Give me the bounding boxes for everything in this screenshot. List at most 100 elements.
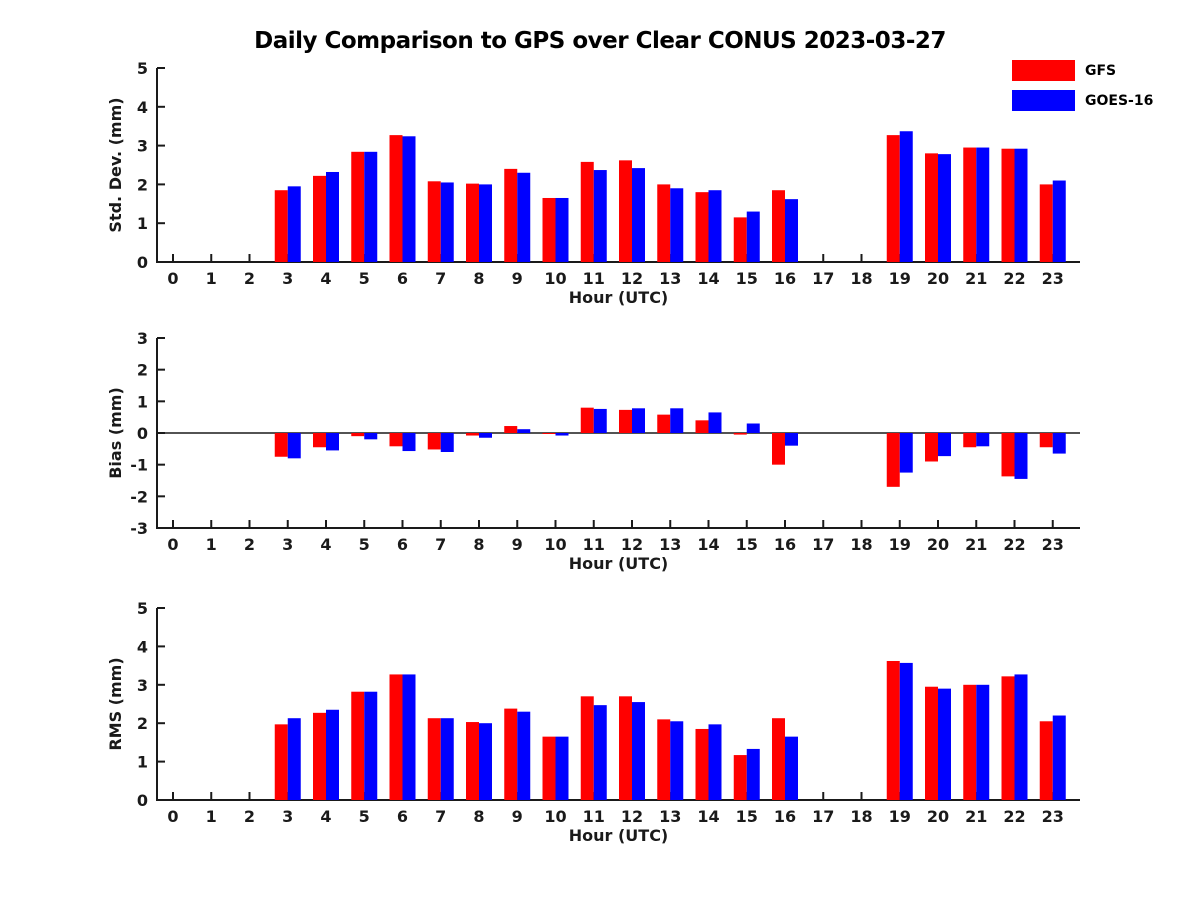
bar-goes-16-h4 bbox=[326, 171, 339, 262]
bar-gfs-h14 bbox=[695, 192, 709, 262]
bar-gfs-h20 bbox=[925, 153, 938, 262]
bar-goes-16-h6 bbox=[402, 674, 416, 800]
bar-goes-16-h9 bbox=[517, 711, 531, 800]
x-tick-label: 13 bbox=[659, 269, 681, 288]
x-tick-label: 5 bbox=[359, 535, 370, 554]
bar-goes-16-h7 bbox=[440, 433, 454, 452]
bar-goes-16-h22 bbox=[1014, 674, 1028, 800]
bar-gfs-h6 bbox=[389, 135, 403, 262]
bar-gfs-h20 bbox=[925, 686, 938, 800]
bar-gfs-h19 bbox=[886, 660, 900, 800]
y-axis-label: Std. Dev. (mm) bbox=[106, 97, 125, 232]
x-tick-label: 1 bbox=[206, 269, 217, 288]
x-tick-label: 7 bbox=[435, 535, 446, 554]
bar-goes-16-h14 bbox=[708, 724, 722, 800]
bar-goes-16-h10 bbox=[555, 197, 569, 262]
x-tick-label: 8 bbox=[473, 807, 484, 826]
x-tick-label: 10 bbox=[544, 535, 566, 554]
bar-goes-16-h21 bbox=[976, 147, 990, 262]
legend-item-goes16: GOES-16 bbox=[1012, 90, 1153, 111]
bar-goes-16-h3 bbox=[287, 186, 301, 262]
bar-gfs-h23 bbox=[1039, 184, 1053, 262]
bar-goes-16-h6 bbox=[402, 433, 416, 452]
x-tick-label: 5 bbox=[359, 807, 370, 826]
x-tick-label: 22 bbox=[1003, 807, 1025, 826]
bar-goes-16-h12 bbox=[632, 702, 645, 800]
x-tick-label: 19 bbox=[889, 269, 911, 288]
x-tick-label: 1 bbox=[206, 807, 217, 826]
bar-gfs-h8 bbox=[466, 722, 479, 800]
bar-gfs-h9 bbox=[504, 168, 518, 262]
bar-goes-16-h13 bbox=[670, 408, 684, 433]
bar-gfs-h10 bbox=[542, 736, 556, 800]
bar-gfs-h13 bbox=[657, 184, 671, 262]
bar-goes-16-h3 bbox=[287, 718, 301, 800]
x-tick-label: 19 bbox=[889, 807, 911, 826]
bar-gfs-h15 bbox=[733, 217, 747, 262]
x-tick-label: 23 bbox=[1042, 535, 1064, 554]
y-tick-label: 1 bbox=[137, 753, 148, 772]
x-tick-label: 6 bbox=[397, 807, 408, 826]
bar-gfs-h7 bbox=[427, 433, 441, 450]
x-tick-label: 0 bbox=[167, 807, 178, 826]
x-tick-label: 12 bbox=[621, 807, 643, 826]
x-tick-label: 21 bbox=[965, 807, 987, 826]
x-tick-label: 22 bbox=[1003, 269, 1025, 288]
x-tick-label: 4 bbox=[320, 269, 331, 288]
bar-goes-16-h12 bbox=[632, 408, 645, 433]
y-axis-label: RMS (mm) bbox=[106, 657, 125, 750]
bar-gfs-h10 bbox=[542, 197, 556, 262]
x-tick-label: 2 bbox=[244, 535, 255, 554]
bar-gfs-h15 bbox=[733, 755, 747, 800]
bar-gfs-h5 bbox=[351, 433, 365, 437]
bar-goes-16-h20 bbox=[938, 433, 951, 457]
bar-goes-16-h12 bbox=[632, 168, 645, 262]
bar-gfs-h6 bbox=[389, 433, 403, 447]
bar-gfs-h16 bbox=[772, 433, 785, 465]
bar-goes-16-h16 bbox=[785, 736, 798, 800]
y-axis-label: Bias (mm) bbox=[106, 387, 125, 479]
y-tick-label: -2 bbox=[130, 487, 148, 506]
bar-gfs-h8 bbox=[466, 183, 479, 262]
goes16-swatch-icon bbox=[1012, 90, 1075, 111]
bar-goes-16-h22 bbox=[1014, 148, 1028, 262]
bar-goes-16-h3 bbox=[287, 433, 301, 459]
bar-goes-16-h19 bbox=[899, 662, 913, 800]
bar-goes-16-h22 bbox=[1014, 433, 1028, 479]
bar-goes-16-h5 bbox=[364, 691, 378, 800]
x-tick-label: 2 bbox=[244, 269, 255, 288]
x-tick-label: 6 bbox=[397, 269, 408, 288]
bar-goes-16-h14 bbox=[708, 412, 722, 433]
x-tick-label: 11 bbox=[583, 269, 605, 288]
x-tick-label: 10 bbox=[544, 807, 566, 826]
y-tick-label: 0 bbox=[137, 791, 148, 810]
x-tick-label: 12 bbox=[621, 269, 643, 288]
x-tick-label: 20 bbox=[927, 535, 949, 554]
x-tick-label: 7 bbox=[435, 269, 446, 288]
x-tick-label: 9 bbox=[512, 807, 523, 826]
legend-label-goes16: GOES-16 bbox=[1085, 92, 1154, 109]
y-tick-label: 2 bbox=[137, 714, 148, 733]
x-axis-label: Hour (UTC) bbox=[569, 288, 669, 307]
x-tick-label: 15 bbox=[736, 269, 758, 288]
x-tick-label: 17 bbox=[812, 535, 834, 554]
bar-gfs-h8 bbox=[466, 433, 479, 436]
x-tick-label: 11 bbox=[583, 535, 605, 554]
x-tick-label: 21 bbox=[965, 269, 987, 288]
x-tick-label: 7 bbox=[435, 807, 446, 826]
y-tick-label: 1 bbox=[137, 214, 148, 233]
y-tick-label: 2 bbox=[137, 175, 148, 194]
bar-gfs-h9 bbox=[504, 426, 518, 433]
legend: GFS GOES-16 bbox=[1012, 60, 1153, 120]
bar-goes-16-h8 bbox=[479, 723, 492, 800]
bar-gfs-h4 bbox=[313, 712, 326, 800]
bar-goes-16-h15 bbox=[746, 748, 760, 800]
x-tick-label: 0 bbox=[167, 269, 178, 288]
bar-gfs-h9 bbox=[504, 708, 518, 800]
bar-gfs-h6 bbox=[389, 674, 403, 800]
x-tick-label: 4 bbox=[320, 807, 331, 826]
x-tick-label: 0 bbox=[167, 535, 178, 554]
